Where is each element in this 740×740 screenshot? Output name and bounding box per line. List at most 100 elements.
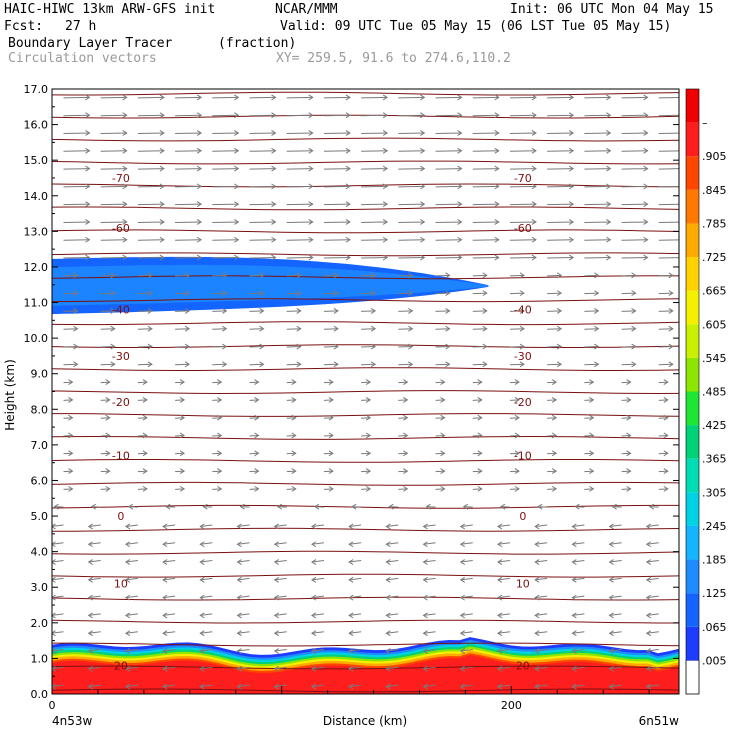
circulation-vector (534, 559, 548, 565)
isotherm-line (52, 321, 679, 326)
circulation-vector (571, 541, 585, 548)
circulation-vector (212, 432, 223, 439)
isotherm-line (52, 688, 679, 693)
circulation-vector (63, 254, 91, 261)
isotherm-line (52, 344, 679, 348)
circulation-vector (497, 559, 511, 565)
circulation-vector (323, 219, 351, 225)
circulation-vector (584, 290, 600, 297)
circulation-vector (547, 485, 558, 492)
isotherm-line (52, 596, 679, 601)
circulation-vector (63, 165, 91, 172)
circulation-vector (236, 576, 250, 583)
circulation-vector (547, 219, 575, 225)
circulation-vector (137, 165, 165, 172)
circulation-vector (509, 432, 520, 439)
circulation-vector (137, 325, 153, 332)
circulation-vector (212, 361, 228, 368)
circulation-vector (175, 485, 186, 492)
circulation-vector (323, 147, 351, 154)
circulation-vector (212, 254, 240, 261)
circulation-vector (323, 290, 339, 297)
circulation-vector (361, 147, 389, 154)
circulation-vector (100, 396, 111, 403)
circulation-vector (124, 665, 138, 672)
circulation-vector (422, 541, 436, 548)
circulation-vector (162, 630, 176, 637)
circulation-vector (537, 503, 548, 510)
circulation-vector (472, 468, 483, 474)
y-tick-label: 1.0 (31, 652, 49, 665)
circulation-vector (175, 130, 203, 136)
circulation-vector (310, 594, 324, 601)
circulation-vector (100, 112, 128, 119)
y-tick-label: 11.0 (24, 297, 49, 310)
circulation-vector (472, 450, 483, 457)
circulation-vector (584, 201, 612, 208)
circulation-vector (162, 648, 176, 654)
circulation-vector (361, 325, 377, 332)
circulation-vector (547, 468, 558, 474)
circulation-vector (621, 432, 632, 439)
circulation-vector (310, 648, 324, 654)
circulation-vector (398, 379, 409, 386)
circulation-vector (63, 94, 91, 101)
colorbar-swatch (686, 593, 699, 627)
circulation-vector (398, 165, 426, 172)
right-endpoint-label: 6n51w (639, 714, 680, 728)
circulation-vector (52, 541, 64, 548)
circulation-vector (236, 523, 250, 530)
circulation-vector (212, 308, 228, 314)
circulation-vector (273, 541, 287, 548)
valid-time: Valid: 09 UTC Tue 05 May 15 (06 LST Tue … (280, 19, 672, 34)
circulation-vector (63, 379, 74, 386)
circulation-vector (472, 308, 488, 314)
circulation-vector (137, 254, 165, 261)
circulation-vector (398, 432, 409, 439)
circulation-vector (162, 612, 176, 619)
circulation-vector (162, 683, 176, 690)
colorbar-label: .305 (702, 486, 727, 499)
circulation-vector (361, 165, 389, 172)
y-tick-label: 0.0 (31, 688, 49, 701)
circulation-vector (100, 414, 111, 421)
circulation-vector (584, 272, 600, 279)
colorbar-swatch (686, 492, 699, 526)
circulation-vector (509, 396, 520, 403)
y-tick-label: 4.0 (31, 546, 49, 559)
colorbar-frame (685, 88, 700, 695)
circulation-vector (100, 236, 128, 243)
circulation-vector (621, 201, 649, 208)
circulation-vector (124, 612, 138, 619)
circulation-vector (137, 468, 148, 474)
circulation-vector (658, 168, 679, 170)
circulation-vector (621, 112, 649, 119)
circulation-vector (472, 201, 500, 208)
circulation-vector (286, 414, 297, 421)
circulation-vector (175, 236, 203, 243)
circulation-vector (249, 432, 260, 439)
colorbar-swatch (686, 324, 699, 358)
circulation-vector (459, 665, 473, 672)
circulation-vector (472, 165, 500, 172)
circulation-vector (249, 468, 260, 474)
colorbar-label: .905 (702, 150, 727, 163)
circulation-vector (361, 361, 377, 368)
circulation-vector (63, 432, 74, 439)
isotherm-line (52, 642, 679, 647)
circulation-vector (388, 503, 399, 510)
circulation-vector (571, 594, 585, 601)
circulation-vector (175, 201, 203, 208)
circulation-vector (547, 236, 575, 243)
circulation-vector (658, 114, 679, 117)
circulation-vector (249, 343, 265, 350)
isotherm-line (52, 527, 679, 532)
circulation-vector (472, 485, 483, 492)
circulation-vector (137, 485, 148, 492)
circulation-vector (310, 559, 324, 565)
circulation-vector (63, 236, 91, 243)
circulation-vector (286, 130, 314, 136)
circulation-vector (100, 201, 128, 208)
y-tick-label: 16.0 (24, 119, 49, 132)
